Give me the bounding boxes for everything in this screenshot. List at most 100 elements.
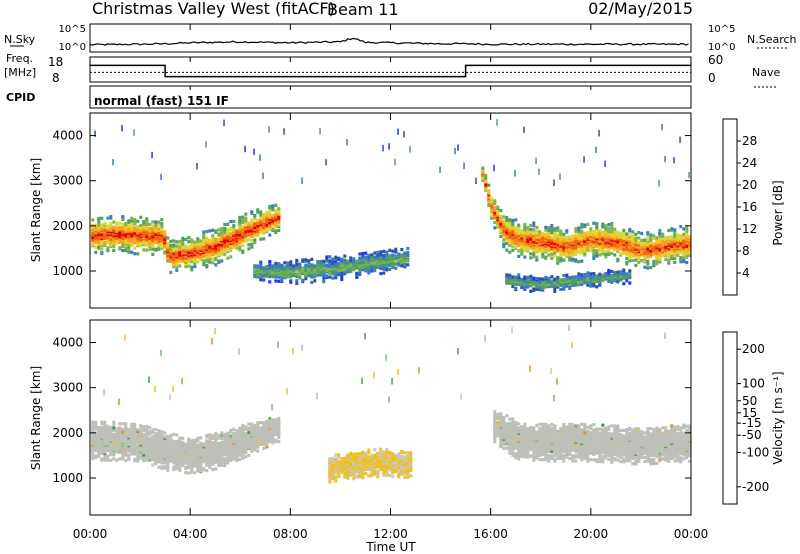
velocity-cell [100,426,104,430]
power-cell [655,255,659,259]
power-cell [97,219,101,223]
velocity-cell [100,428,104,432]
power-cell [361,256,365,260]
power-cell [613,270,617,275]
velocity-cell [274,438,278,442]
velocity-cell [337,453,341,457]
velocity-cell [250,425,254,429]
velocity-cell [346,476,350,480]
velocity-cell [160,349,162,357]
power-cell [682,255,686,260]
velocity-cell [226,461,230,465]
power-cell [490,213,494,217]
power-cell [493,164,495,172]
velocity-cell [397,369,399,376]
power-cell [496,205,500,209]
power-cell [655,236,659,240]
velocity-cell [190,462,194,466]
power-cell [565,273,569,277]
power-cell [523,223,527,227]
velocity-cell [154,437,158,441]
power-cell [160,227,164,231]
power-cell [301,177,303,184]
power-cell [670,235,674,239]
freq-unit-label: [MHz] [4,66,36,79]
velocity-cell [271,437,275,441]
velocity-cell [127,430,131,434]
power-cell [139,215,143,219]
freq-tick-bottom: 8 [52,71,60,85]
velocity-cell [169,439,173,443]
velocity-cell [223,432,227,436]
power-cell [508,250,512,254]
velocity-cell [142,456,146,460]
velocity-cell [169,433,173,437]
velocity-cell [505,422,509,426]
power-cell [541,236,545,240]
power-cell [565,229,569,233]
velocity-cell [400,449,404,453]
power-cell [262,229,266,233]
power-cell [622,235,626,239]
power-cell [592,282,596,286]
power-cell [181,236,185,240]
power-cell [595,254,599,258]
velocity-cell [265,445,269,449]
power-cell [343,254,347,258]
power-cell [139,242,143,246]
power-cell [205,229,209,234]
power-cell [160,222,164,226]
velocity-cell [382,468,386,472]
power-cell [253,238,257,242]
velocity-cell [418,367,420,374]
power-cell [646,262,650,266]
power-cell [574,229,578,234]
power-cell [193,243,197,247]
power-cell [298,262,302,266]
power-cell [589,230,593,234]
velocity-cell [103,389,105,396]
power-cell [241,225,245,229]
velocity-cell [367,448,371,452]
power-cell [352,260,356,264]
velocity-cell [187,444,191,448]
power-cell [94,226,98,230]
power-cell [121,248,125,253]
power-cell [673,260,677,264]
velocity-cell [151,437,155,441]
power-cell [169,243,173,247]
velocity-cell [409,454,413,458]
power-cell [655,262,659,266]
power-cell [685,255,689,259]
power-cell [121,215,125,219]
power-cell [211,234,215,238]
power-cell [349,259,353,263]
power-cell [394,250,398,254]
power-cell [571,237,575,241]
power-cell [100,223,104,227]
power-cell [559,256,563,260]
velocity-cell [181,440,185,444]
power-cell [610,274,614,278]
y-tick-label: 4000 [52,129,83,143]
velocity-cell [397,474,401,478]
velocity-cell [205,433,209,437]
power-cell [589,227,593,231]
velocity-cell [403,475,407,479]
power-cell [628,233,632,237]
power-cell [583,156,585,163]
power-cell [352,257,356,261]
power-cell [337,271,341,275]
power-cell [151,224,155,228]
cpid-mode-text: normal (fast) 151 IF [94,94,229,108]
power-cell [328,259,332,263]
power-cell [577,226,581,230]
power-cell [229,226,233,230]
velocity-cell [370,453,374,457]
power-cell [229,220,233,224]
power-cell [529,227,533,231]
velocity-cell [382,450,386,454]
power-cell [628,228,632,232]
